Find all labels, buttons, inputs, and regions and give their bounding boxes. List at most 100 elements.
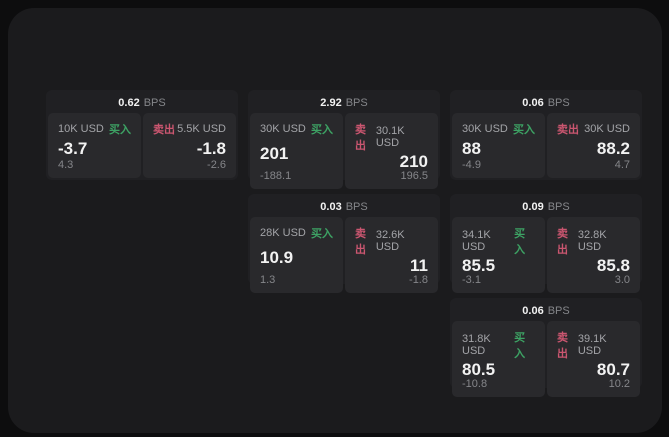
sell-cell[interactable]: 卖出 32.8K USD 85.8 3.0: [547, 217, 640, 293]
buy-sub-value: 1.3: [260, 274, 276, 286]
sell-sub-value: -2.6: [207, 159, 226, 171]
bps-value: 0.06: [522, 304, 544, 317]
sell-cell-top: 卖出 39.1K USD: [557, 329, 630, 361]
sell-amount: 32.8K USD: [577, 229, 607, 253]
sell-label: 卖出: [557, 228, 568, 256]
quote-card: 0.06 BPS 30K USD 买入 88 -4.9 卖出 30K USD: [450, 90, 642, 180]
sell-label: 卖出: [153, 124, 175, 136]
quote-card-body: 34.1K USD 买入 85.5 -3.1 卖出 32.8K USD 85.8…: [452, 217, 640, 293]
sell-cell[interactable]: 卖出 39.1K USD 80.7 10.2: [547, 321, 640, 397]
sell-label: 卖出: [355, 228, 366, 256]
bps-header: 0.03 BPS: [250, 196, 438, 217]
sell-price: -1.8: [196, 138, 226, 158]
bps-unit-label: BPS: [143, 96, 166, 109]
buy-sub-value: -10.8: [462, 378, 488, 390]
buy-amount: 31.8K USD: [462, 333, 491, 357]
bps-header: 0.06 BPS: [452, 300, 640, 321]
buy-label: 买入: [311, 228, 333, 240]
buy-cell[interactable]: 10K USD 买入 -3.7 4.3: [48, 113, 141, 178]
sell-sub-value: 10.2: [608, 378, 630, 390]
sell-cell[interactable]: 卖出 5.5K USD -1.8 -2.6: [143, 113, 236, 178]
sell-amount: 32.6K USD: [375, 229, 405, 253]
buy-price: 85.5: [462, 256, 496, 275]
buy-label: 买入: [514, 332, 526, 360]
quote-card: 0.03 BPS 28K USD 买入 10.9 1.3 卖出 32.6K US…: [248, 194, 440, 293]
quote-card-grid: 0.62 BPS 10K USD 买入 -3.7 4.3 卖出 5.5K USD: [46, 90, 642, 397]
bps-header: 0.09 BPS: [452, 196, 640, 217]
sell-sub-value: 4.7: [614, 159, 630, 171]
buy-price: -3.7: [58, 138, 88, 158]
buy-cell-top: 34.1K USD 买入: [462, 225, 535, 257]
bps-value: 0.03: [320, 200, 342, 213]
buy-cell-top: 30K USD 买入: [260, 121, 333, 137]
bps-unit-label: BPS: [547, 304, 570, 317]
sell-sub-value: -1.8: [409, 274, 428, 286]
bps-value: 0.09: [522, 200, 544, 213]
quote-card-body: 28K USD 买入 10.9 1.3 卖出 32.6K USD 11 -1.8: [250, 217, 438, 293]
sell-amount: 39.1K USD: [577, 333, 607, 357]
quote-card: 0.06 BPS 31.8K USD 买入 80.5 -10.8 卖出 39.1…: [450, 298, 642, 397]
sell-label: 卖出: [557, 124, 579, 136]
sell-cell-top: 卖出 32.8K USD: [557, 225, 630, 257]
bps-header: 0.06 BPS: [452, 92, 640, 113]
sell-price: 88.2: [596, 138, 630, 158]
sell-cell-top: 卖出 30K USD: [557, 121, 630, 137]
quote-card-body: 30K USD 买入 88 -4.9 卖出 30K USD 88.2 4.7: [452, 113, 640, 178]
sell-sub-value: 196.5: [400, 170, 428, 182]
buy-price: 10.9: [260, 248, 294, 267]
sell-amount: 30.1K USD: [375, 125, 405, 149]
quote-card-body: 10K USD 买入 -3.7 4.3 卖出 5.5K USD -1.8 -2.…: [48, 113, 236, 178]
buy-cell[interactable]: 28K USD 买入 10.9 1.3: [250, 217, 343, 293]
buy-cell-top: 30K USD 买入: [462, 121, 535, 137]
sell-sub-value: 3.0: [614, 274, 630, 286]
sell-cell[interactable]: 卖出 30.1K USD 210 196.5: [345, 113, 438, 189]
sell-price: 85.8: [596, 256, 630, 275]
buy-price: 201: [260, 144, 289, 163]
buy-label: 买入: [109, 124, 131, 136]
buy-cell[interactable]: 30K USD 买入 201 -188.1: [250, 113, 343, 189]
sell-amount: 5.5K USD: [177, 123, 226, 135]
bps-unit-label: BPS: [547, 200, 570, 213]
bps-value: 2.92: [320, 96, 342, 109]
buy-amount: 30K USD: [260, 123, 306, 135]
buy-sub-value: -188.1: [260, 170, 292, 182]
buy-amount: 30K USD: [462, 123, 508, 135]
sell-amount: 30K USD: [584, 123, 630, 135]
buy-label: 买入: [514, 228, 526, 256]
quote-card-body: 30K USD 买入 201 -188.1 卖出 30.1K USD 210 1…: [250, 113, 438, 189]
buy-cell[interactable]: 34.1K USD 买入 85.5 -3.1: [452, 217, 545, 293]
sell-cell[interactable]: 卖出 32.6K USD 11 -1.8: [345, 217, 438, 293]
bps-unit-label: BPS: [345, 96, 368, 109]
buy-cell-top: 10K USD 买入: [58, 121, 131, 137]
sell-cell[interactable]: 卖出 30K USD 88.2 4.7: [547, 113, 640, 178]
quote-card: 2.92 BPS 30K USD 买入 201 -188.1 卖出 30.1K …: [248, 90, 440, 189]
bps-value: 0.62: [118, 96, 140, 109]
buy-cell[interactable]: 30K USD 买入 88 -4.9: [452, 113, 545, 178]
quote-card-body: 31.8K USD 买入 80.5 -10.8 卖出 39.1K USD 80.…: [452, 321, 640, 397]
bps-header: 2.92 BPS: [250, 92, 438, 113]
bps-header: 0.62 BPS: [48, 92, 236, 113]
buy-label: 买入: [311, 124, 333, 136]
quote-card: 0.09 BPS 34.1K USD 买入 85.5 -3.1 卖出 32.8K…: [450, 194, 642, 293]
buy-amount: 34.1K USD: [462, 229, 491, 253]
sell-price: 80.7: [596, 360, 630, 379]
sell-label: 卖出: [355, 124, 366, 152]
quote-card: 0.62 BPS 10K USD 买入 -3.7 4.3 卖出 5.5K USD: [46, 90, 238, 180]
buy-price: 88: [462, 138, 481, 158]
sell-cell-top: 卖出 32.6K USD: [355, 225, 428, 257]
bps-unit-label: BPS: [547, 96, 570, 109]
sell-price: 210: [399, 152, 428, 171]
sell-label: 卖出: [557, 332, 568, 360]
main-panel: 0.62 BPS 10K USD 买入 -3.7 4.3 卖出 5.5K USD: [8, 8, 662, 433]
buy-sub-value: 4.3: [58, 159, 74, 171]
bps-value: 0.06: [522, 96, 544, 109]
buy-sub-value: -4.9: [462, 159, 481, 171]
buy-cell-top: 28K USD 买入: [260, 225, 333, 241]
buy-cell[interactable]: 31.8K USD 买入 80.5 -10.8: [452, 321, 545, 397]
sell-cell-top: 卖出 30.1K USD: [355, 121, 428, 153]
buy-cell-top: 31.8K USD 买入: [462, 329, 535, 361]
buy-amount: 28K USD: [260, 227, 306, 239]
sell-cell-top: 卖出 5.5K USD: [153, 121, 226, 137]
buy-sub-value: -3.1: [462, 274, 481, 286]
buy-price: 80.5: [462, 360, 496, 379]
